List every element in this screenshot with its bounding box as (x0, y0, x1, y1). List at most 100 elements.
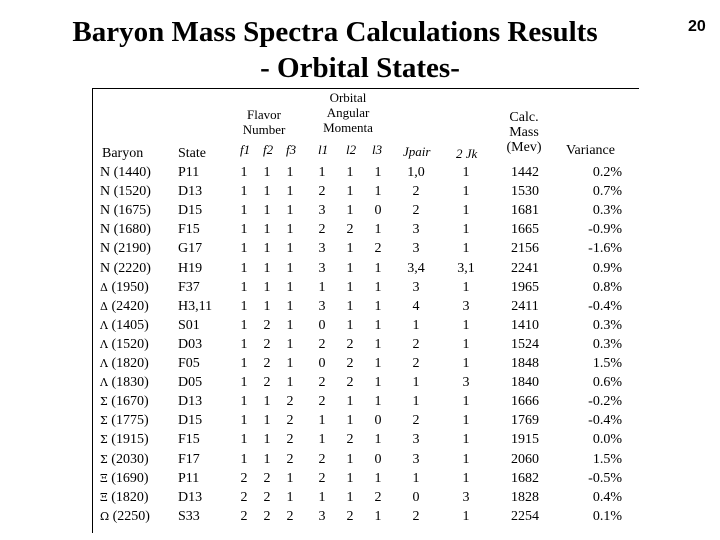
baryon-symbol: Σ (100, 452, 108, 466)
cell-2jk: 1 (462, 165, 470, 180)
cell-l1: 1 (318, 279, 326, 295)
header-l2: l2 (346, 142, 357, 157)
cell-l1: 2 (318, 394, 326, 410)
cell-jpair: 1 (412, 317, 420, 333)
cell-l2: 1 (346, 298, 354, 314)
cell-calc-mass: 1681 (511, 203, 539, 219)
cell-l1: 3 (318, 298, 326, 314)
header-flavor: Flavor Number (242, 107, 286, 137)
cell-l1: 3 (318, 508, 326, 524)
cell-jpair: 2 (412, 184, 420, 200)
cell-f1: 1 (240, 375, 248, 391)
cell-f1: 1 (240, 317, 248, 333)
cell-calc-mass: 1442 (511, 165, 539, 180)
baryon-mass: (1405) (111, 317, 149, 333)
cell-variance: 0.3% (592, 203, 622, 219)
cell-f2: 2 (263, 336, 271, 352)
baryon-symbol: Ξ (100, 471, 108, 485)
cell-l1: 3 (318, 260, 326, 276)
cell-f2: 2 (263, 375, 271, 391)
cell-f3: 1 (286, 489, 294, 505)
cell-state: F37 (178, 279, 200, 295)
cell-l2: 1 (346, 165, 354, 180)
cell-calc-mass: 1848 (511, 356, 539, 371)
cell-jpair: 2 (412, 356, 420, 371)
baryon-mass: (1915) (111, 432, 149, 448)
cell-state: H19 (178, 260, 203, 276)
cell-f3: 1 (286, 203, 294, 219)
header-jk: 2 Jk (456, 146, 478, 161)
cell-f3: 1 (286, 184, 294, 200)
cell-l2: 1 (346, 317, 354, 333)
header-f1: f1 (240, 142, 251, 157)
cell-l1: 3 (318, 203, 326, 219)
cell-state: G17 (178, 241, 203, 257)
cell-f3: 2 (286, 432, 294, 448)
cell-calc-mass: 1915 (511, 432, 539, 448)
baryon-mass: (1690) (111, 470, 149, 486)
baryon-symbol: Σ (100, 433, 108, 447)
baryon-symbol: Σ (100, 395, 108, 409)
cell-calc-mass: 2411 (511, 298, 539, 314)
cell-f1: 1 (240, 336, 248, 352)
cell-f3: 1 (286, 298, 294, 314)
cell-f2: 1 (263, 394, 271, 410)
cell-l2: 2 (346, 375, 354, 391)
cell-jpair: 0 (412, 489, 420, 505)
cell-f1: 1 (240, 184, 248, 200)
baryon-mass: (1675) (113, 203, 151, 219)
cell-calc-mass: 1665 (511, 222, 539, 238)
cell-2jk: 1 (462, 203, 470, 219)
cell-l1: 1 (318, 432, 326, 448)
baryon-mass: (1775) (111, 413, 149, 429)
baryon-mass: (1520) (111, 336, 149, 352)
cell-2jk: 1 (462, 184, 470, 200)
cell-calc-mass: 2156 (511, 241, 539, 257)
cell-f1: 1 (240, 356, 248, 371)
cell-variance: 0.2% (592, 165, 622, 180)
cell-f2: 1 (263, 413, 271, 429)
cell-variance: 0.9% (592, 260, 622, 276)
cell-jpair: 1 (412, 375, 420, 391)
cell-baryon: Ξ (1820) (100, 488, 149, 507)
cell-state: D13 (178, 394, 203, 410)
cell-2jk: 1 (462, 336, 470, 352)
cell-variance: 0.0% (592, 432, 622, 448)
header-calc-mass: Calc. Mass (Mev) (506, 110, 542, 155)
cell-l3: 1 (374, 470, 382, 486)
baryon-symbol: Λ (100, 357, 108, 370)
cell-2jk: 1 (462, 222, 470, 238)
cell-state: P11 (178, 470, 200, 486)
cell-f2: 1 (263, 203, 271, 219)
cell-l3: 1 (374, 508, 382, 524)
cell-f3: 1 (286, 260, 294, 276)
cell-calc-mass: 2254 (511, 508, 539, 524)
cell-state: P11 (178, 165, 200, 180)
cell-baryon: N (2220) (100, 259, 151, 278)
cell-f3: 1 (286, 317, 294, 333)
header-jpair: Jpair (403, 144, 431, 159)
cell-l1: 2 (318, 451, 326, 467)
cell-f1: 1 (240, 241, 248, 257)
cell-l2: 1 (346, 279, 354, 295)
cell-f2: 1 (263, 184, 271, 200)
cell-calc-mass: 1682 (511, 470, 539, 486)
cell-calc-mass: 1828 (511, 489, 539, 505)
cell-f2: 1 (263, 165, 271, 180)
cell-2jk: 1 (462, 451, 470, 467)
cell-jpair: 4 (412, 298, 420, 314)
cell-f3: 1 (286, 165, 294, 180)
cell-variance: -0.2% (588, 394, 622, 410)
cell-state: D05 (178, 375, 203, 391)
cell-l3: 1 (374, 317, 382, 333)
baryon-mass: (2030) (111, 451, 149, 467)
slide-title: Baryon Mass Spectra Calculations Results… (20, 14, 700, 86)
baryon-mass: (1520) (113, 184, 151, 200)
cell-jpair: 3 (412, 451, 420, 467)
cell-l2: 1 (346, 413, 354, 429)
cell-l3: 1 (374, 394, 382, 410)
cell-f3: 2 (286, 451, 294, 467)
header-l3: l3 (372, 142, 383, 157)
cell-baryon: N (1680) (100, 220, 151, 239)
cell-f1: 1 (240, 394, 248, 410)
